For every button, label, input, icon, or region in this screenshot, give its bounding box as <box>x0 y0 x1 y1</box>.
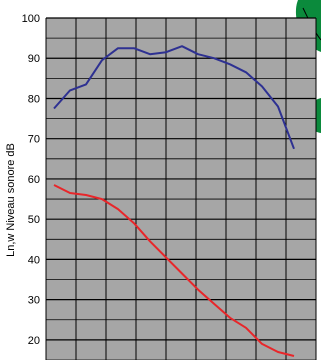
y-tick-label: 80 <box>28 93 40 105</box>
y-tick-label: 40 <box>28 254 40 266</box>
y-tick-label: 50 <box>28 214 40 226</box>
y-axis-label-wrap: Ln,w Niveau sonore dB <box>1 60 21 340</box>
y-tick-label: 70 <box>28 134 40 146</box>
series-line-2 <box>53 184 295 357</box>
y-tick-label: 100 <box>22 13 40 25</box>
y-tick-labels: 20 30 40 50 60 70 80 90 100 <box>22 13 40 347</box>
plot-background <box>46 18 316 360</box>
y-tick-label: 20 <box>28 335 40 347</box>
y-tick-label: 90 <box>28 53 40 65</box>
y-tick-label: 30 <box>28 295 40 307</box>
series-layer <box>53 45 295 357</box>
series-line-1 <box>53 45 295 150</box>
y-axis-label: Ln,w Niveau sonore dB <box>5 143 17 257</box>
y-tick-label: 60 <box>28 174 40 186</box>
grid-layer <box>45 17 317 360</box>
